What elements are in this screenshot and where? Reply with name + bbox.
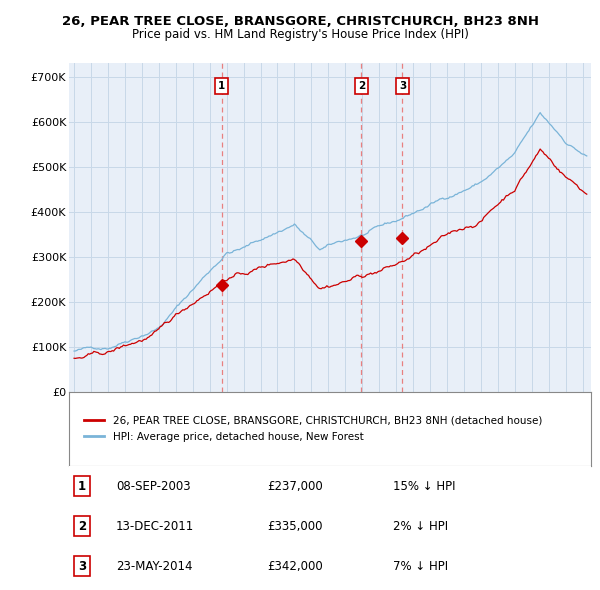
Text: £335,000: £335,000 (268, 520, 323, 533)
Text: 08-SEP-2003: 08-SEP-2003 (116, 480, 191, 493)
Legend: 26, PEAR TREE CLOSE, BRANSGORE, CHRISTCHURCH, BH23 8NH (detached house), HPI: Av: 26, PEAR TREE CLOSE, BRANSGORE, CHRISTCH… (79, 411, 547, 446)
Text: 13-DEC-2011: 13-DEC-2011 (116, 520, 194, 533)
Text: Price paid vs. HM Land Registry's House Price Index (HPI): Price paid vs. HM Land Registry's House … (131, 28, 469, 41)
Text: £237,000: £237,000 (268, 480, 323, 493)
Text: 2% ↓ HPI: 2% ↓ HPI (392, 520, 448, 533)
Text: 26, PEAR TREE CLOSE, BRANSGORE, CHRISTCHURCH, BH23 8NH: 26, PEAR TREE CLOSE, BRANSGORE, CHRISTCH… (62, 15, 539, 28)
Text: 1: 1 (78, 480, 86, 493)
Text: 15% ↓ HPI: 15% ↓ HPI (392, 480, 455, 493)
Text: 2: 2 (78, 520, 86, 533)
Text: 7% ↓ HPI: 7% ↓ HPI (392, 560, 448, 573)
Text: 3: 3 (399, 81, 406, 91)
Text: 3: 3 (78, 560, 86, 573)
Text: 23-MAY-2014: 23-MAY-2014 (116, 560, 193, 573)
Text: 1: 1 (218, 81, 225, 91)
Text: 2: 2 (358, 81, 365, 91)
Text: £342,000: £342,000 (268, 560, 323, 573)
